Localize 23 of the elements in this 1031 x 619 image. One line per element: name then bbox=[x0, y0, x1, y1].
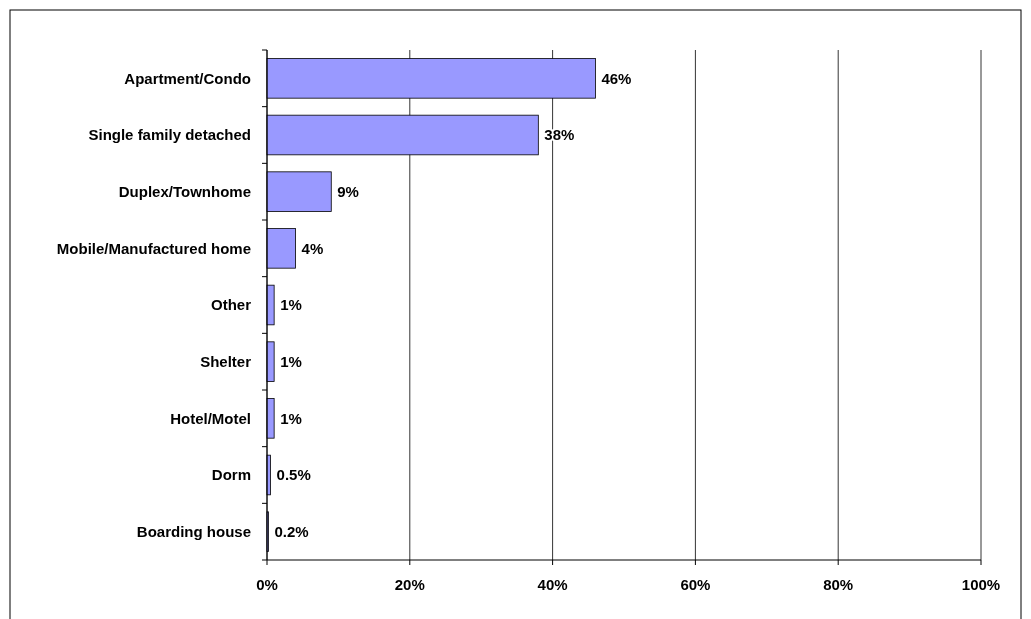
y-tick-label: Single family detached bbox=[88, 126, 251, 144]
data-label: 46% bbox=[601, 69, 632, 87]
data-label: 9% bbox=[337, 182, 359, 200]
y-tick-label: Apartment/Condo bbox=[124, 69, 251, 87]
x-tick-label: 80% bbox=[823, 576, 854, 593]
x-tick-label: 60% bbox=[680, 576, 711, 593]
data-label: 1% bbox=[280, 409, 302, 427]
x-tick-label: 100% bbox=[961, 576, 1001, 593]
x-tick-label: 20% bbox=[394, 576, 425, 593]
y-tick-label: Duplex/Townhome bbox=[118, 182, 251, 200]
data-label: 0.2% bbox=[274, 522, 309, 540]
data-label: 1% bbox=[280, 352, 302, 370]
y-tick-label: Hotel/Motel bbox=[170, 409, 251, 427]
y-tick-label: Dorm bbox=[211, 466, 251, 484]
y-tick-label: Boarding house bbox=[136, 522, 251, 540]
y-tick-label: Shelter bbox=[200, 352, 252, 370]
x-tick-label: 40% bbox=[537, 576, 568, 593]
data-label: 4% bbox=[301, 239, 324, 257]
y-tick-label: Mobile/Manufactured home bbox=[56, 239, 251, 257]
data-label: 0.5% bbox=[276, 466, 311, 484]
x-tick-label: 0% bbox=[256, 576, 278, 593]
data-label: 1% bbox=[280, 296, 302, 314]
y-tick-label: Other bbox=[210, 296, 252, 314]
